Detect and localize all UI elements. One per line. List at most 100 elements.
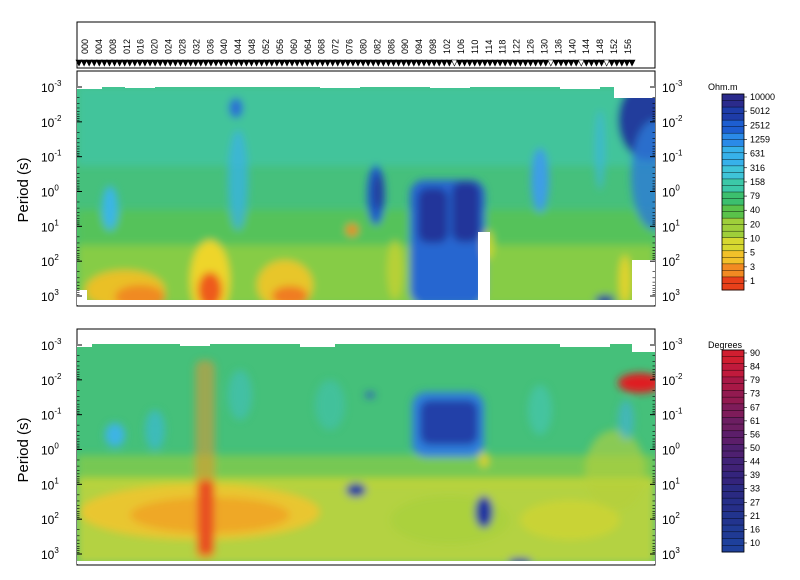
- resistivity-y-axis-label: Period (s): [15, 157, 32, 222]
- y-tick-label: 102: [41, 511, 59, 527]
- colorbar-band: [722, 410, 744, 418]
- colorbar-label: 3: [750, 262, 755, 272]
- colorbar-band: [722, 113, 744, 121]
- colorbar-band: [722, 417, 744, 425]
- colorbar-band: [722, 403, 744, 412]
- station-marker: [278, 59, 286, 67]
- station-label: 020: [150, 39, 160, 54]
- y-tick-label: 100: [41, 184, 59, 200]
- colorbar-label: 50: [750, 443, 760, 453]
- station-marker: [116, 59, 124, 67]
- station-marker: [476, 59, 484, 67]
- station-marker: [237, 59, 245, 67]
- colorbar-band: [722, 159, 744, 167]
- y-tick-label: 100: [662, 184, 680, 200]
- y-tick-label: 10-2: [41, 114, 62, 130]
- station-marker: [623, 59, 631, 67]
- colorbar-label: 10: [750, 538, 760, 548]
- station-marker: [379, 59, 387, 67]
- station-marker: [369, 59, 377, 67]
- y-tick-label: 103: [41, 546, 59, 562]
- station-marker: [395, 59, 403, 67]
- station-marker: [329, 59, 337, 67]
- station-marker: [136, 59, 144, 67]
- station-marker: [202, 59, 210, 67]
- station-label: 044: [233, 39, 243, 54]
- station-label: 090: [400, 39, 410, 54]
- phase-colorbar-scale: 90 84 79 73 67 61 56 50 44 39 33 27 21 16 10: [721, 348, 760, 553]
- station-marker: [557, 59, 565, 67]
- station-marker: [466, 59, 474, 67]
- colorbar-label: 5012: [750, 106, 770, 116]
- colorbar-band: [722, 457, 744, 465]
- station-label: 082: [372, 39, 382, 54]
- colorbar-band: [722, 376, 744, 385]
- station-label: 126: [526, 39, 536, 54]
- station-marker: [288, 59, 296, 67]
- station-marker: [75, 59, 83, 67]
- colorbar-label: 79: [750, 375, 760, 385]
- y-tick-label: 101: [41, 476, 59, 492]
- station-marker: [425, 59, 433, 67]
- colorbar-label: 44: [750, 457, 760, 467]
- station-label: 118: [498, 40, 508, 54]
- station-marker: [100, 59, 108, 67]
- y-tick-label: 103: [41, 288, 59, 304]
- station-marker: [415, 59, 423, 67]
- station-strip: 000 004 008 012 016 020 024 028 032 036 040 044 048 0…: [75, 21, 656, 69]
- phase-colorbar: Degrees 90 84 79 73 67 61 56 50 44 39 33 27 21 16 10: [708, 340, 760, 553]
- colorbar-label: 56: [750, 429, 760, 439]
- station-label: 156: [623, 39, 633, 54]
- colorbar-band: [722, 120, 744, 128]
- station-marker: [156, 59, 164, 67]
- colorbar-label: 16: [750, 524, 760, 534]
- station-marker: [618, 59, 626, 67]
- station-label: 024: [164, 39, 174, 54]
- station-marker: [552, 59, 560, 67]
- station-marker: [242, 59, 250, 67]
- station-marker: [192, 59, 200, 67]
- station-marker: [176, 59, 184, 67]
- colorbar-label: 10: [750, 234, 760, 244]
- y-tick-label: 102: [662, 253, 680, 269]
- colorbar-band: [722, 363, 744, 371]
- colorbar-band: [722, 244, 744, 252]
- resistivity-heatmap: [77, 86, 655, 305]
- station-label: 106: [456, 39, 466, 54]
- y-tick-label: 101: [662, 476, 680, 492]
- colorbar-band: [722, 370, 744, 378]
- phase-right-ticks: 10-3 10-2 10-1 100 101 102 103: [650, 337, 683, 562]
- station-marker: [263, 59, 271, 67]
- station-label: 136: [553, 39, 563, 54]
- colorbar-band: [722, 437, 744, 445]
- colorbar-band: [722, 218, 744, 226]
- colorbar-frame: [721, 93, 745, 291]
- station-marker: [501, 59, 509, 67]
- station-label: 140: [567, 39, 577, 54]
- station-label: 148: [595, 39, 605, 54]
- station-marker: [608, 59, 616, 67]
- station-label: 144: [581, 39, 591, 54]
- station-label: 052: [261, 39, 271, 54]
- station-marker: [364, 59, 372, 67]
- colorbar-band: [722, 178, 744, 186]
- station-label: 114: [484, 40, 494, 54]
- station-marker: [111, 59, 118, 67]
- colorbar-band: [722, 257, 744, 265]
- station-marker: [577, 59, 585, 67]
- y-tick-label: 10-1: [41, 407, 62, 423]
- y-tick-label: 10-3: [662, 79, 683, 95]
- colorbar-band: [722, 498, 744, 506]
- y-tick-label: 102: [662, 511, 680, 527]
- colorbar-band: [722, 250, 744, 258]
- station-label: 130: [539, 39, 549, 54]
- colorbar-label: 316: [750, 163, 765, 173]
- colorbar-band: [722, 430, 744, 439]
- station-marker: [603, 59, 611, 67]
- station-label: 080: [358, 39, 368, 54]
- colorbar-band: [722, 518, 744, 526]
- colorbar-label: 5: [750, 248, 755, 258]
- colorbar-label: 39: [750, 470, 760, 480]
- colorbar-label: 84: [750, 362, 760, 372]
